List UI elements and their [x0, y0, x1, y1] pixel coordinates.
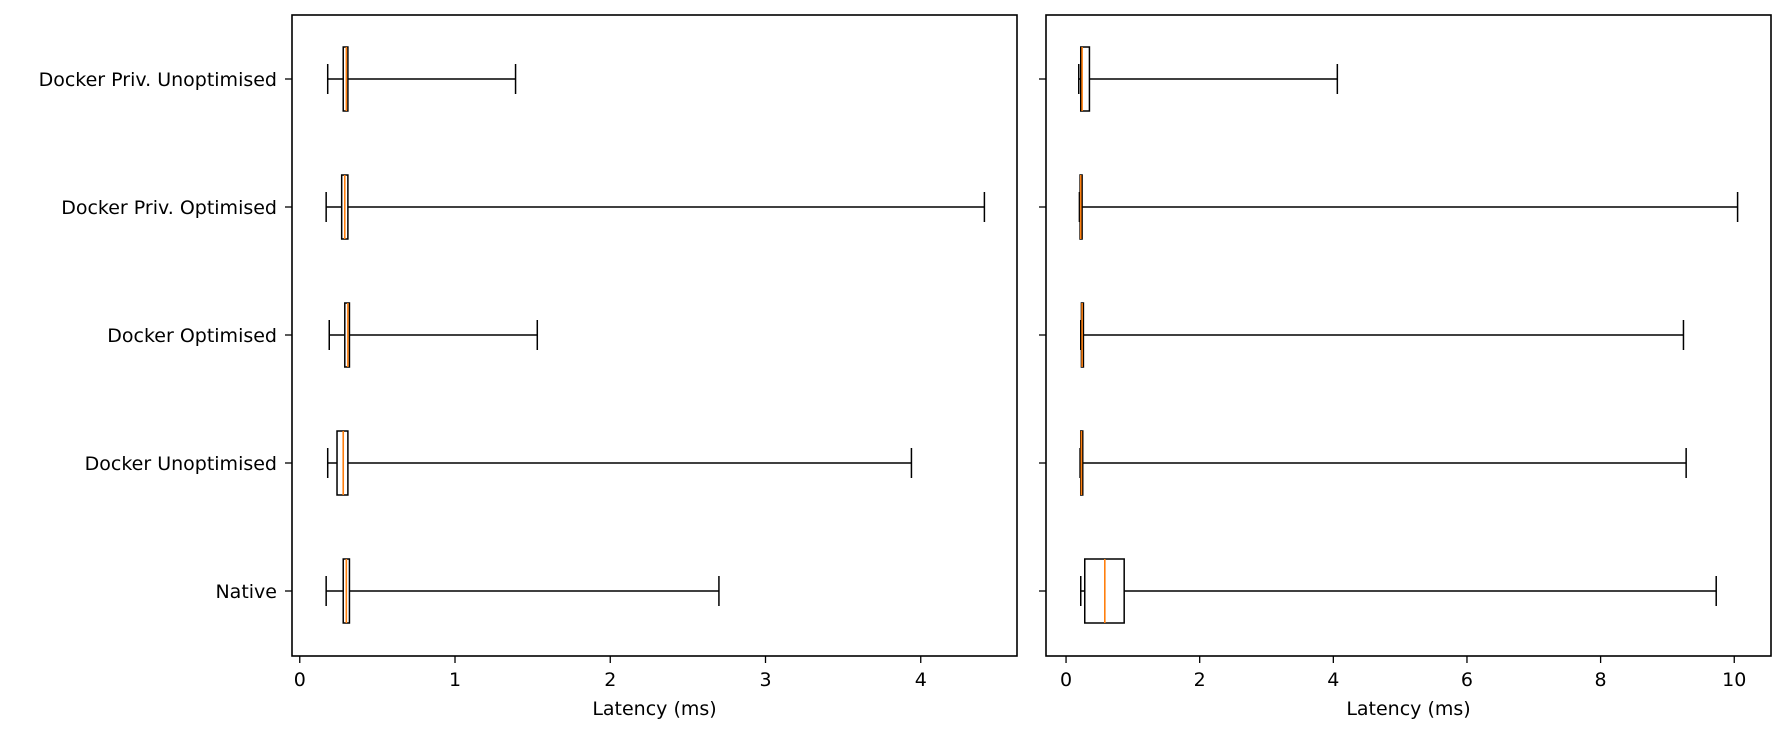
x-tick-label: 10 [1722, 669, 1746, 691]
category-label: Docker Priv. Unoptimised [39, 69, 277, 91]
box-docker-priv-optimised [325, 174, 986, 240]
x-tick-label: 3 [759, 669, 771, 691]
box-native [325, 558, 720, 624]
iqr-box [1079, 46, 1091, 112]
x-axis-label: Latency (ms) [592, 698, 716, 720]
box-docker-unoptimised [326, 430, 913, 496]
category-label: Native [215, 581, 277, 603]
x-tick-label: 2 [604, 669, 616, 691]
x-tick-label: 0 [1060, 669, 1072, 691]
box-docker-optimised [1079, 302, 1685, 368]
category-label: Docker Unoptimised [85, 453, 277, 475]
x-tick-label: 1 [449, 669, 461, 691]
box-docker-priv-unoptimised [1077, 46, 1339, 112]
x-tick-label: 8 [1595, 669, 1607, 691]
box-docker-priv-optimised [1078, 174, 1739, 240]
x-tick-label: 2 [1194, 669, 1206, 691]
box-docker-priv-unoptimised [326, 46, 517, 112]
x-axis-label: Latency (ms) [1346, 698, 1470, 720]
category-label: Docker Priv. Optimised [61, 197, 277, 219]
x-tick-label: 0 [294, 669, 306, 691]
x-tick-label: 6 [1461, 669, 1473, 691]
box-docker-optimised [328, 302, 539, 368]
x-tick-label: 4 [1327, 669, 1339, 691]
right-panel: 0 2 4 6 8 10 Latency (ms) [1039, 14, 1772, 720]
box-docker-unoptimised [1079, 430, 1687, 496]
category-label: Docker Optimised [107, 325, 277, 347]
box-native [1079, 558, 1717, 624]
x-tick-label: 4 [915, 669, 927, 691]
left-panel: 0 1 2 3 4 Latency (ms) Native Docker Unoptimise… [39, 14, 1018, 720]
